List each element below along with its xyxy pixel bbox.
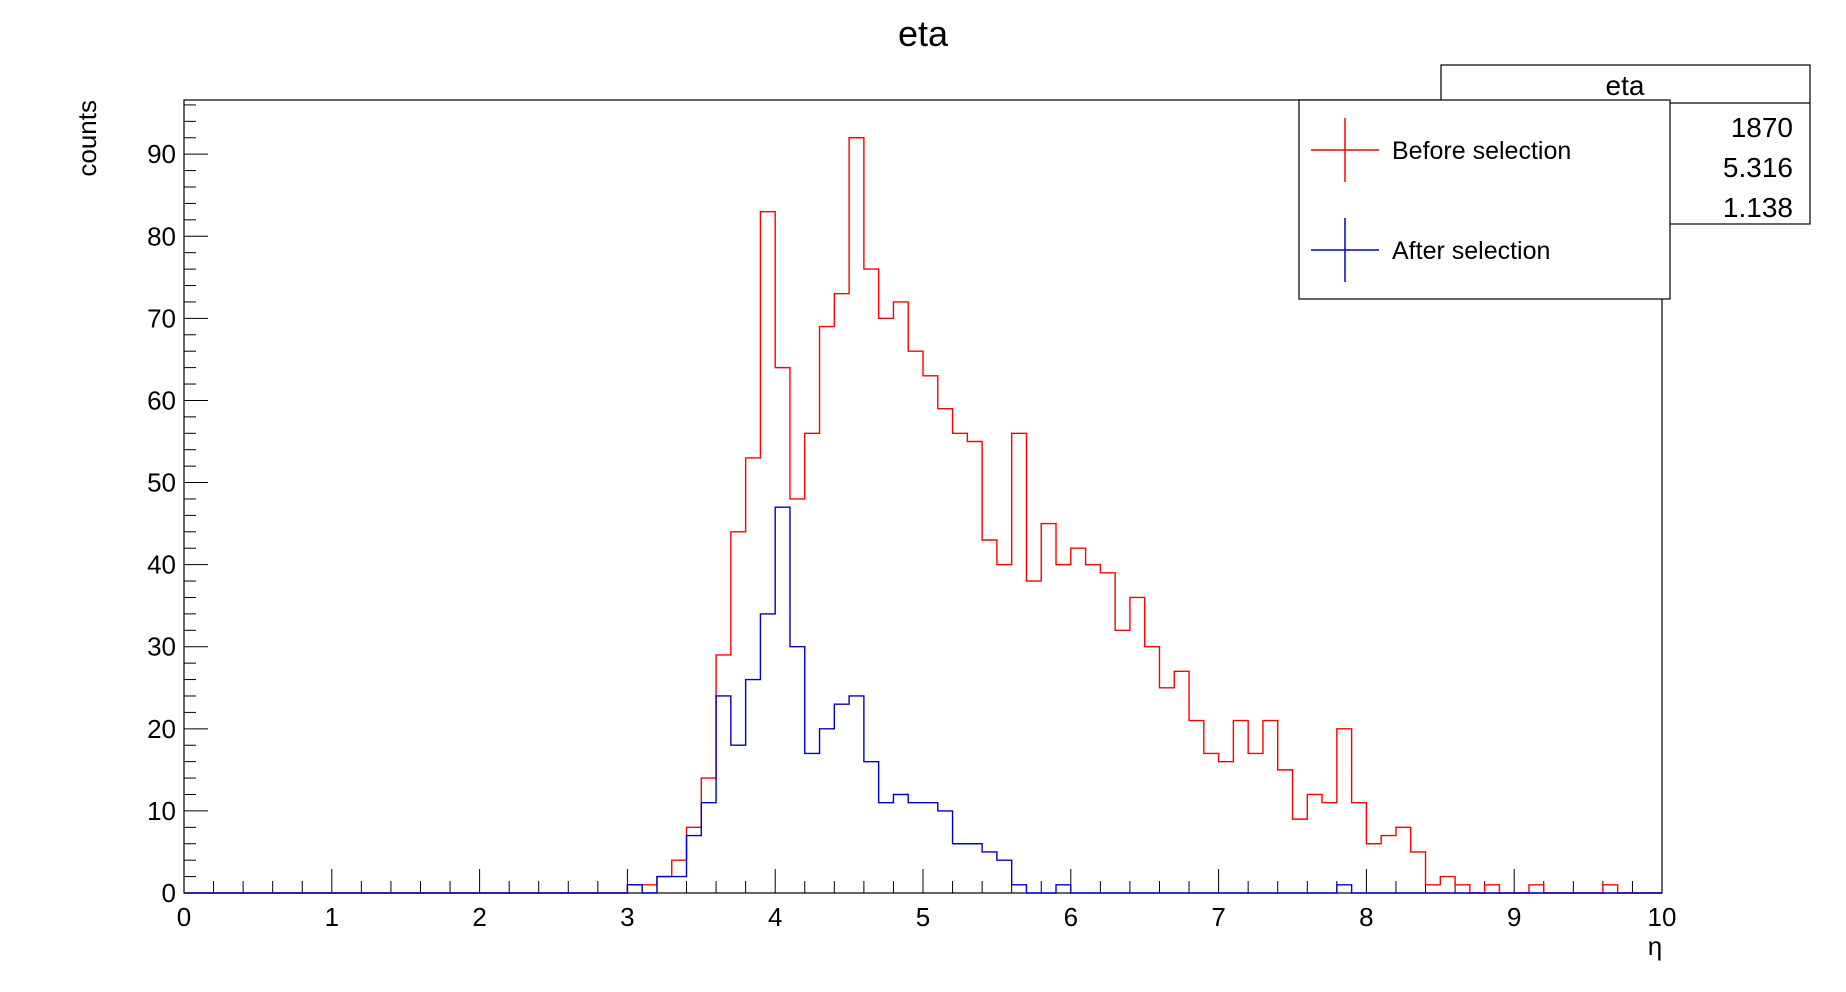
stats-entries-value: 1870 <box>1731 112 1793 143</box>
x-tick-label: 5 <box>916 902 930 932</box>
x-tick-label: 3 <box>620 902 634 932</box>
x-tick-label: 10 <box>1648 902 1677 932</box>
y-tick-label: 0 <box>162 878 176 908</box>
stats-stddev-value: 1.138 <box>1723 192 1793 223</box>
x-tick-label: 4 <box>768 902 782 932</box>
x-tick-label: 9 <box>1507 902 1521 932</box>
legend: Before selection After selection <box>1298 99 1671 300</box>
x-tick-label: 6 <box>1064 902 1078 932</box>
y-tick-label: 80 <box>147 221 176 251</box>
axes: 0 1 2 3 4 5 6 7 8 9 10 0 10 20 30 40 50 60 70 80 90 <box>147 104 1677 932</box>
histogram-series-after <box>184 506 1662 894</box>
legend-label-before: Before selection <box>1392 137 1571 165</box>
stats-box-title: eta <box>1606 70 1645 101</box>
y-tick-label: 70 <box>147 303 176 333</box>
y-tick-label: 50 <box>147 468 176 498</box>
x-tick-label: 0 <box>177 902 191 932</box>
y-tick-label: 40 <box>147 550 176 580</box>
y-tick-label: 30 <box>147 632 176 662</box>
x-tick-label: 1 <box>325 902 339 932</box>
x-tick-label: 7 <box>1211 902 1225 932</box>
legend-entry-before: Before selection <box>1311 118 1571 182</box>
x-axis-title: η <box>1648 931 1662 961</box>
legend-label-after: After selection <box>1392 237 1550 265</box>
y-tick-label: 90 <box>147 139 176 169</box>
y-tick-label: 60 <box>147 385 176 415</box>
chart-title: eta <box>898 13 949 54</box>
y-axis-title: counts <box>72 100 102 177</box>
series-layer <box>184 137 1662 894</box>
legend-frame <box>1298 99 1671 300</box>
stats-mean-value: 5.316 <box>1723 152 1793 183</box>
x-tick-label: 2 <box>472 902 486 932</box>
y-tick-label: 20 <box>147 714 176 744</box>
x-tick-label: 8 <box>1359 902 1373 932</box>
y-tick-label: 10 <box>147 796 176 826</box>
legend-entry-after: After selection <box>1311 218 1550 282</box>
